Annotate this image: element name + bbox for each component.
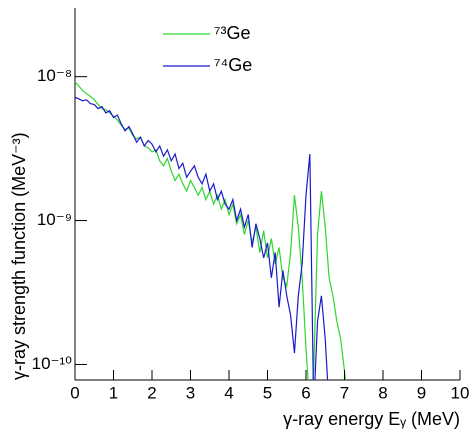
x-tick-label: 8 [378,383,387,402]
series-line [75,81,347,380]
legend-label: ⁷⁴Ge [214,55,252,75]
x-tick-label: 4 [224,383,233,402]
x-tick-label: 1 [109,383,118,402]
x-tick-label: 10 [451,383,470,402]
series-line [75,96,329,380]
x-tick-label: 2 [147,383,156,402]
x-tick-label: 6 [301,383,310,402]
x-tick-label: 7 [340,383,349,402]
x-tick-label: 3 [186,383,195,402]
legend-label: ⁷³Ge [214,23,251,43]
x-tick-label: 9 [417,383,426,402]
x-tick-label: 5 [263,383,272,402]
x-axis-title: γ-ray energy Eᵧ (MeV) [283,409,460,429]
y-tick-label: 10⁻⁸ [37,66,72,85]
plot-area [75,81,347,380]
y-tick-label: 10⁻⁹ [37,210,72,229]
y-tick-label: 10⁻¹⁰ [32,354,73,373]
x-tick-label: 0 [70,383,79,402]
y-axis-title: γ-ray strength function (MeV⁻³) [9,132,29,380]
